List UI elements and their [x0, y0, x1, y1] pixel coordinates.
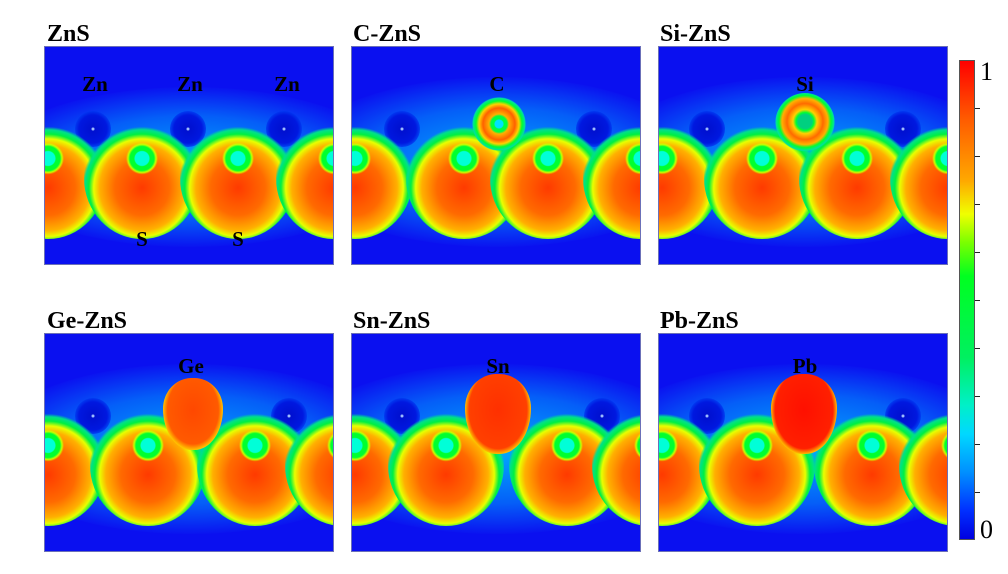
colorbar-tick	[975, 348, 980, 349]
elf-map-si-zns: Si	[658, 46, 948, 265]
dopant-basin	[163, 378, 223, 450]
dopant-basin	[472, 97, 526, 151]
elf-map-ge-zns: Ge	[44, 333, 334, 552]
panel-title-zns: ZnS	[47, 21, 90, 47]
dopant-basin	[465, 374, 531, 454]
elf-map-pb-zns: Pb	[658, 333, 948, 552]
atom-label-dopant: Si	[796, 72, 814, 96]
colorbar-tick	[975, 204, 980, 205]
colorbar-tick	[975, 156, 980, 157]
panel-title-pb-zns: Pb-ZnS	[660, 308, 739, 334]
panel-title-si-zns: Si-ZnS	[660, 21, 731, 47]
colorbar-tick	[975, 396, 980, 397]
atom-label-zn: Zn	[274, 72, 300, 96]
dopant-basin	[775, 93, 835, 155]
colorbar-tick	[975, 108, 980, 109]
colorbar-tick	[975, 252, 980, 253]
elf-map-c-zns: C	[351, 46, 641, 265]
atom-label-s: S	[232, 227, 244, 251]
colorbar-tick	[975, 492, 980, 493]
atom-label-zn: Zn	[82, 72, 108, 96]
colorbar-tick	[975, 444, 980, 445]
panel-title-c-zns: C-ZnS	[353, 21, 422, 47]
dopant-basin	[771, 374, 837, 454]
panel-title-ge-zns: Ge-ZnS	[47, 308, 128, 334]
atom-label-dopant: C	[489, 72, 505, 96]
atom-label-dopant: Pb	[792, 354, 818, 378]
atom-label-s: S	[136, 227, 148, 251]
elf-map-sn-zns: Sn	[351, 333, 641, 552]
colorbar-max-label: 1	[980, 57, 993, 86]
atom-label-dopant: Sn	[486, 354, 510, 378]
panel-title-sn-zns: Sn-ZnS	[353, 308, 431, 334]
atom-label-dopant: Ge	[178, 354, 204, 378]
colorbar-tick	[975, 300, 980, 301]
colorbar	[959, 60, 975, 540]
atom-label-zn: Zn	[177, 72, 203, 96]
elf-map-zns: Zn Zn Zn S S	[44, 46, 334, 265]
colorbar-min-label: 0	[980, 515, 993, 544]
